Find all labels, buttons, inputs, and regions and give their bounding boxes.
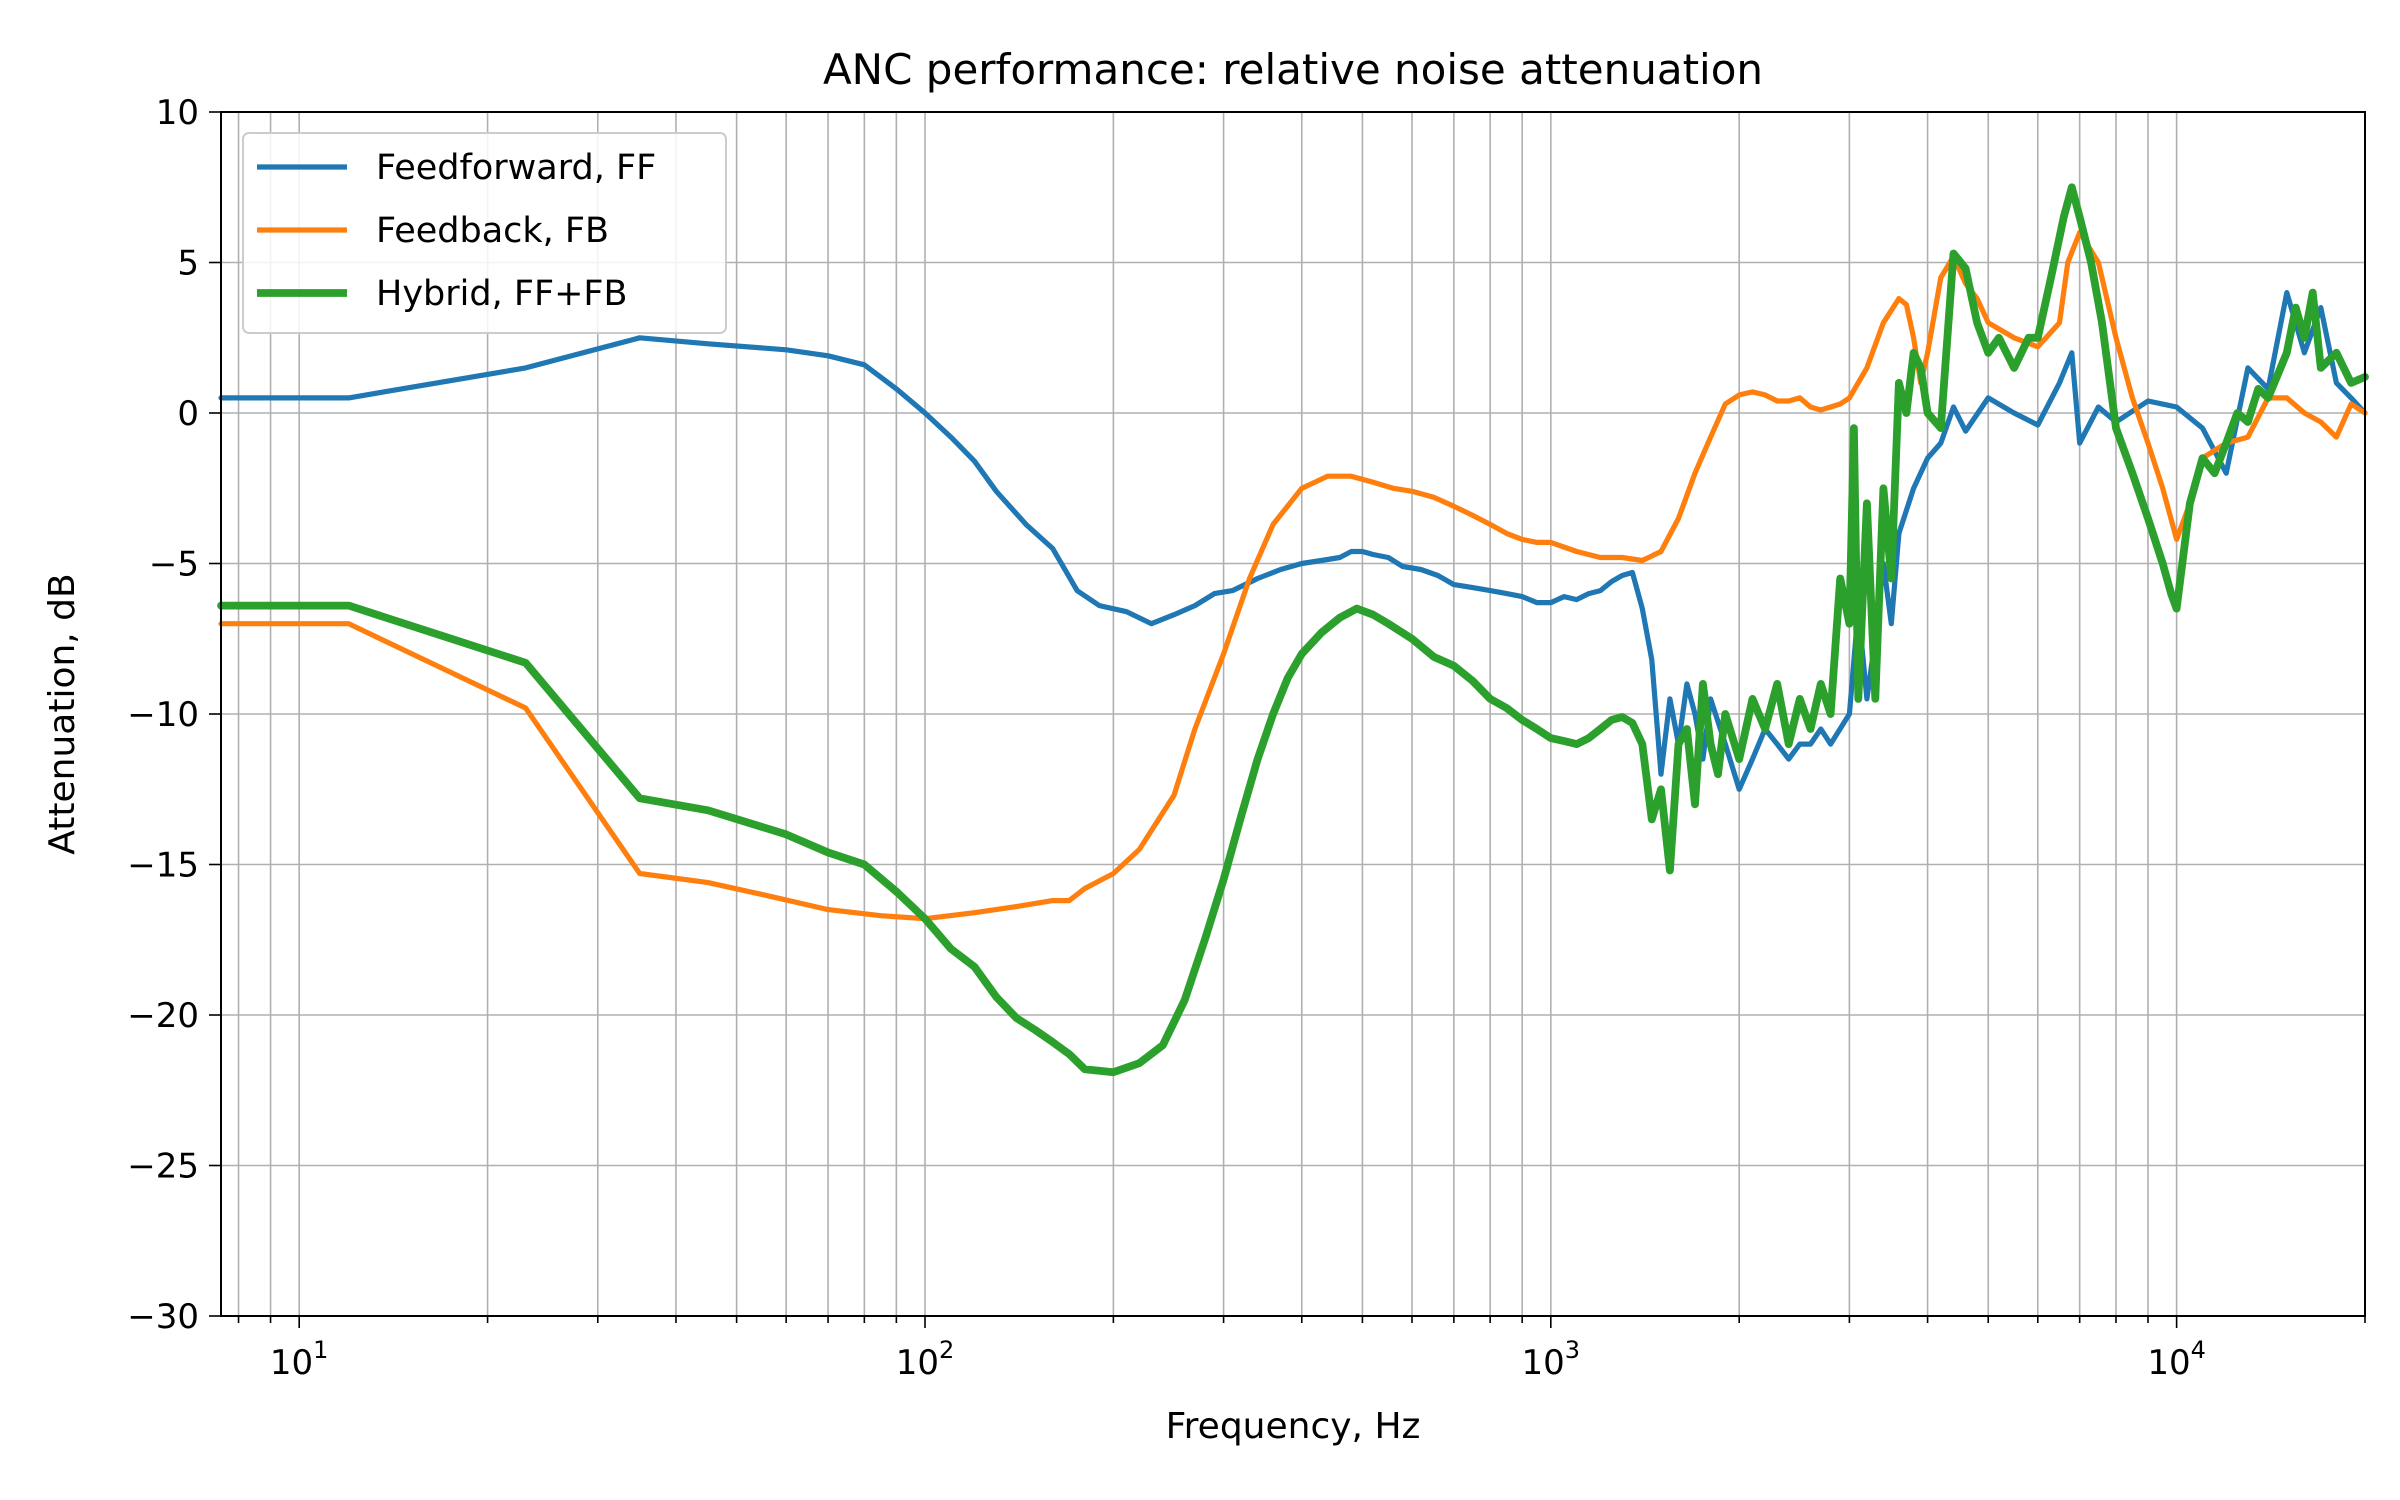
y-tick-label: −30 [127,1297,199,1337]
x-tick-label: 102 [896,1336,955,1383]
y-tick-label: 5 [177,244,199,284]
legend: Feedforward, FF Feedback, FB Hybrid, FF+… [242,132,727,334]
legend-label-feedback: Feedback, FB [376,211,609,251]
axis-ticks: 10 5 0 −5 −10 −15 −20 −25 −30 101 102 103 104 [127,93,2366,1383]
plot-area [217,183,2369,1077]
chart-title: ANC performance: relative noise attenuat… [823,45,1763,94]
y-tick-label: −15 [127,846,199,886]
y-tick-label: −5 [149,545,199,585]
x-tick-label: 101 [270,1336,329,1383]
y-axis-label: Attenuation, dB [42,573,83,854]
x-tick-label: 103 [1522,1336,1581,1383]
y-tick-label: 10 [156,93,199,133]
series-line-hybrid [217,183,2369,1077]
y-tick-label: 0 [177,394,199,434]
legend-box [242,132,727,334]
y-tick-label: −10 [127,695,199,735]
series-line-feedback [218,229,2368,922]
y-tick-label: −25 [127,1147,199,1187]
legend-label-hybrid: Hybrid, FF+FB [376,274,628,314]
x-axis-label: Frequency, Hz [1166,1406,1421,1447]
y-tick-label: −20 [127,996,199,1036]
series-line-feedforward [218,290,2368,792]
legend-label-feedforward: Feedforward, FF [376,148,656,188]
x-tick-label: 104 [2147,1336,2206,1383]
